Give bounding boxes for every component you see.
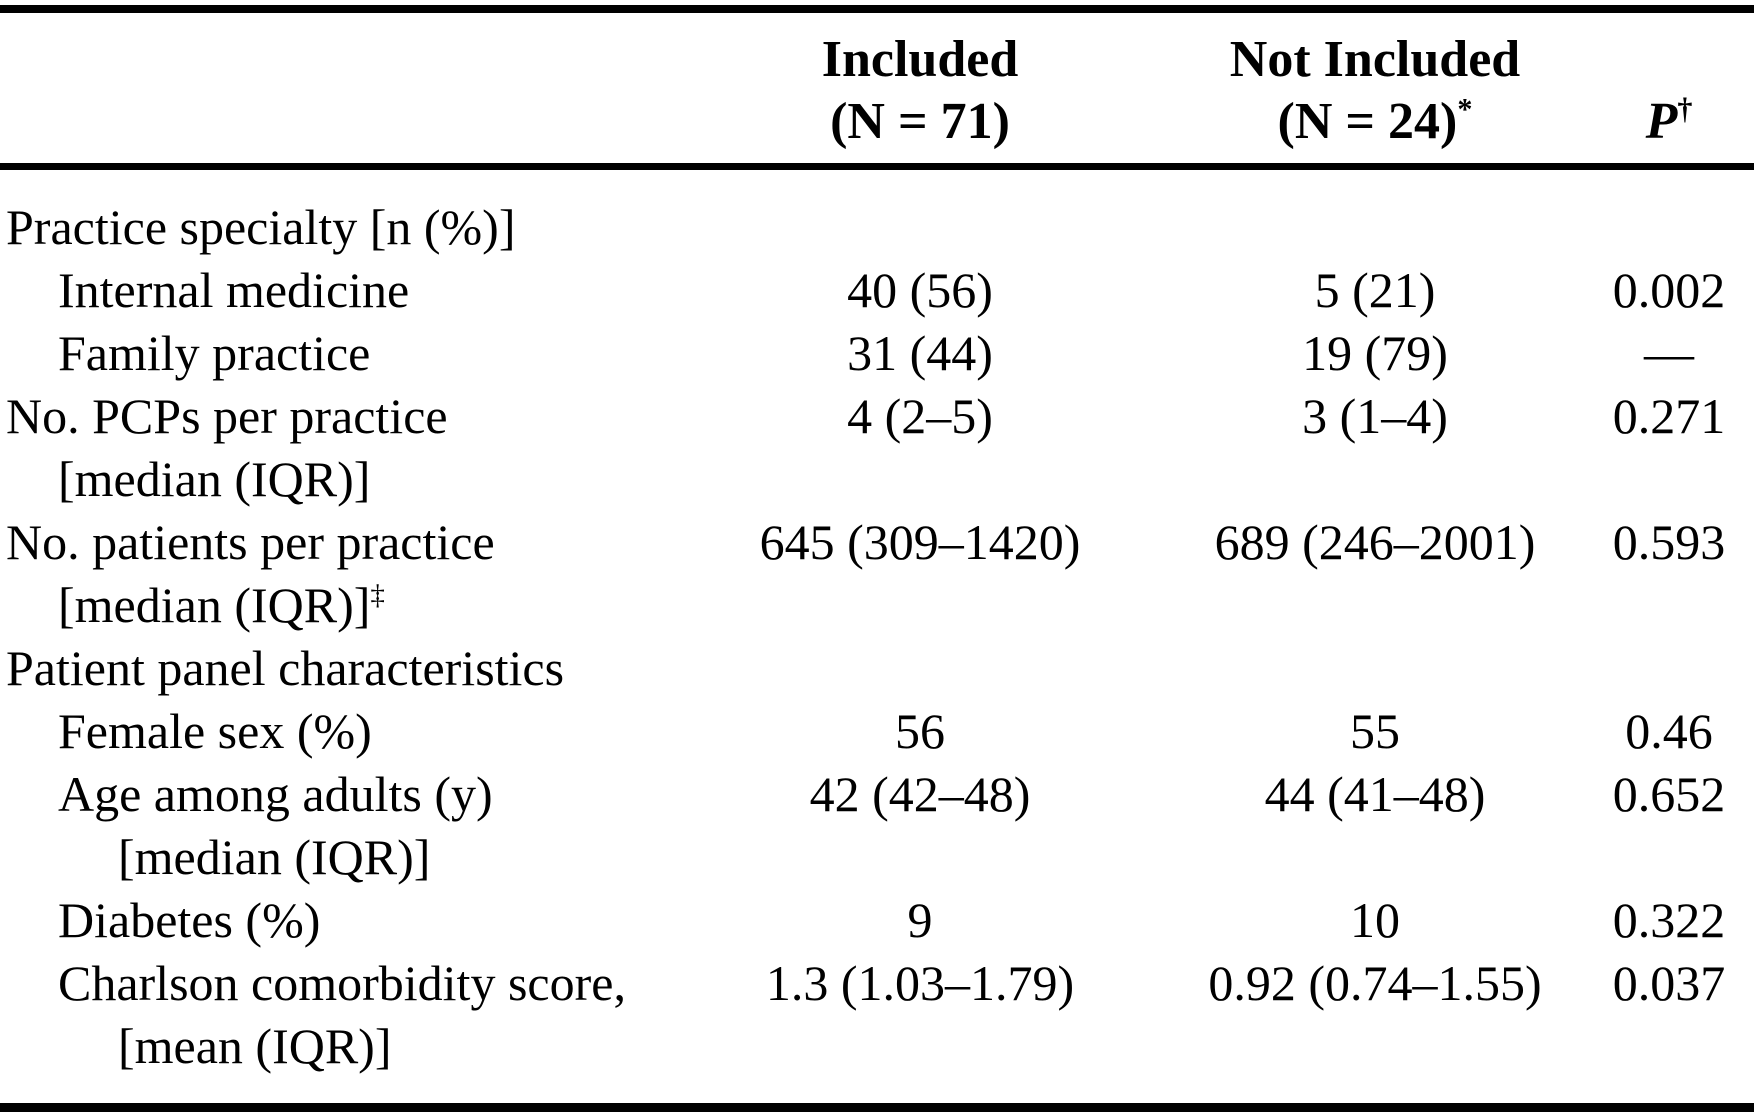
included-value-cell: 9: [907, 892, 933, 948]
row-label: Age among adults (y): [58, 766, 493, 822]
included-value-cell: 31 (44): [847, 325, 993, 381]
row-label-continuation: [median (IQR)]: [0, 826, 680, 889]
p-value-cell: —: [1644, 325, 1694, 381]
row-label: No. patients per practice: [6, 514, 495, 570]
table-row: Internal medicine 40 (56) 5 (21) 0.002: [0, 259, 1754, 322]
row-label-continuation: [median (IQR)]: [0, 448, 680, 511]
p-value-cell: [1590, 167, 1754, 260]
row-label-cell: Age among adults (y) [median (IQR)]: [0, 763, 680, 889]
included-header-line1: Included: [821, 31, 1019, 88]
table-row: Family practice 31 (44) 19 (79) —: [0, 322, 1754, 385]
row-label: No. PCPs per practice: [6, 388, 448, 444]
row-label: Family practice: [58, 325, 371, 381]
p-value-cell: 0.322: [1612, 892, 1726, 948]
included-value-cell: 645 (309–1420): [759, 514, 1081, 570]
row-label-cell: Patient panel characteristics: [0, 637, 680, 700]
row-label-cell: Charlson comorbidity score, [mean (IQR)]: [0, 952, 680, 1078]
table-row: No. patients per practice [median (IQR)]…: [0, 511, 1754, 637]
row-label-continuation-text: [median (IQR)]: [118, 829, 431, 885]
not-included-header-line2: (N = 24)*: [1160, 91, 1590, 153]
p-value-cell: 0.46: [1625, 703, 1713, 759]
row-label-cell: Female sex (%): [0, 700, 680, 763]
row-label: Patient panel characteristics: [6, 640, 565, 696]
included-value-cell: [680, 167, 1160, 260]
characteristics-table: Included (N = 71) Not Included (N = 24)*…: [0, 13, 1754, 1078]
header-row: Included (N = 71) Not Included (N = 24)*…: [0, 13, 1754, 170]
table-row: Practice specialty [n (%)]: [0, 167, 1754, 260]
row-label-cell: Diabetes (%): [0, 889, 680, 952]
row-label: Practice specialty [n (%)]: [6, 199, 516, 255]
included-value-cell: [680, 637, 1160, 700]
table-row: No. PCPs per practice [median (IQR)] 4 (…: [0, 385, 1754, 511]
row-label: Female sex (%): [58, 703, 372, 759]
table-row: Diabetes (%) 9 10 0.322: [0, 889, 1754, 952]
table-bottom-rule: [0, 1103, 1754, 1112]
row-label-cell: Internal medicine: [0, 259, 680, 322]
p-value-cell: 0.271: [1612, 388, 1726, 444]
p-value-header-text: P: [1645, 93, 1678, 150]
dagger-footnote-marker: †: [1677, 92, 1693, 127]
included-value-cell: 42 (42–48): [809, 766, 1031, 822]
not-included-value-cell: 689 (246–2001): [1214, 514, 1536, 570]
not-included-value-cell: [1160, 637, 1590, 700]
double-dagger-footnote-marker: ‡: [370, 579, 385, 612]
included-value-cell: 40 (56): [847, 262, 993, 318]
header-label-spacer: [0, 13, 680, 170]
p-value-cell: 0.037: [1612, 955, 1726, 1011]
p-value-cell: 0.002: [1612, 262, 1726, 318]
table-row: Female sex (%) 56 55 0.46: [0, 700, 1754, 763]
table-row: Patient panel characteristics: [0, 637, 1754, 700]
table-top-rule: [0, 5, 1754, 13]
row-label: Charlson comorbidity score,: [58, 955, 626, 1011]
not-included-value-cell: 3 (1–4): [1302, 388, 1448, 444]
not-included-value-cell: 19 (79): [1302, 325, 1448, 381]
row-label-continuation: [median (IQR)]‡: [0, 574, 680, 637]
row-label-cell: Family practice: [0, 322, 680, 385]
not-included-value-cell: 5 (21): [1314, 262, 1436, 318]
p-value-cell: [1590, 637, 1754, 700]
asterisk-footnote-marker: *: [1457, 92, 1473, 127]
included-header-line2: (N = 71): [830, 93, 1010, 150]
not-included-value-cell: 44 (41–48): [1264, 766, 1486, 822]
row-label-continuation-text: [mean (IQR)]: [118, 1018, 392, 1074]
not-included-value-cell: 10: [1350, 892, 1400, 948]
p-value-cell: 0.652: [1612, 766, 1726, 822]
not-included-value-cell: [1160, 167, 1590, 260]
included-value-cell: 4 (2–5): [847, 388, 993, 444]
row-label-cell: Practice specialty [n (%)]: [0, 167, 680, 260]
row-label: Diabetes (%): [58, 892, 321, 948]
not-included-value-cell: 55: [1350, 703, 1400, 759]
p-value-cell: 0.593: [1612, 514, 1726, 570]
not-included-n-text: (N = 24): [1277, 93, 1458, 150]
column-header-not-included: Not Included (N = 24)*: [1160, 13, 1590, 170]
not-included-header-line1: Not Included: [1229, 31, 1521, 88]
table-row: Age among adults (y) [median (IQR)] 42 (…: [0, 763, 1754, 889]
row-label-cell: No. patients per practice [median (IQR)]…: [0, 511, 680, 637]
column-header-included: Included (N = 71): [680, 13, 1160, 170]
included-value-cell: 1.3 (1.03–1.79): [765, 955, 1075, 1011]
included-value-cell: 56: [895, 703, 945, 759]
row-label-cell: No. PCPs per practice [median (IQR)]: [0, 385, 680, 511]
not-included-value-cell: 0.92 (0.74–1.55): [1208, 955, 1542, 1011]
row-label-continuation-text: [median (IQR)]: [58, 577, 371, 633]
row-label-continuation: [mean (IQR)]: [0, 1015, 680, 1078]
table-row: Charlson comorbidity score, [mean (IQR)]…: [0, 952, 1754, 1078]
row-label: Internal medicine: [58, 262, 410, 318]
column-header-p: P†: [1590, 13, 1754, 170]
row-label-continuation-text: [median (IQR)]: [58, 451, 371, 507]
